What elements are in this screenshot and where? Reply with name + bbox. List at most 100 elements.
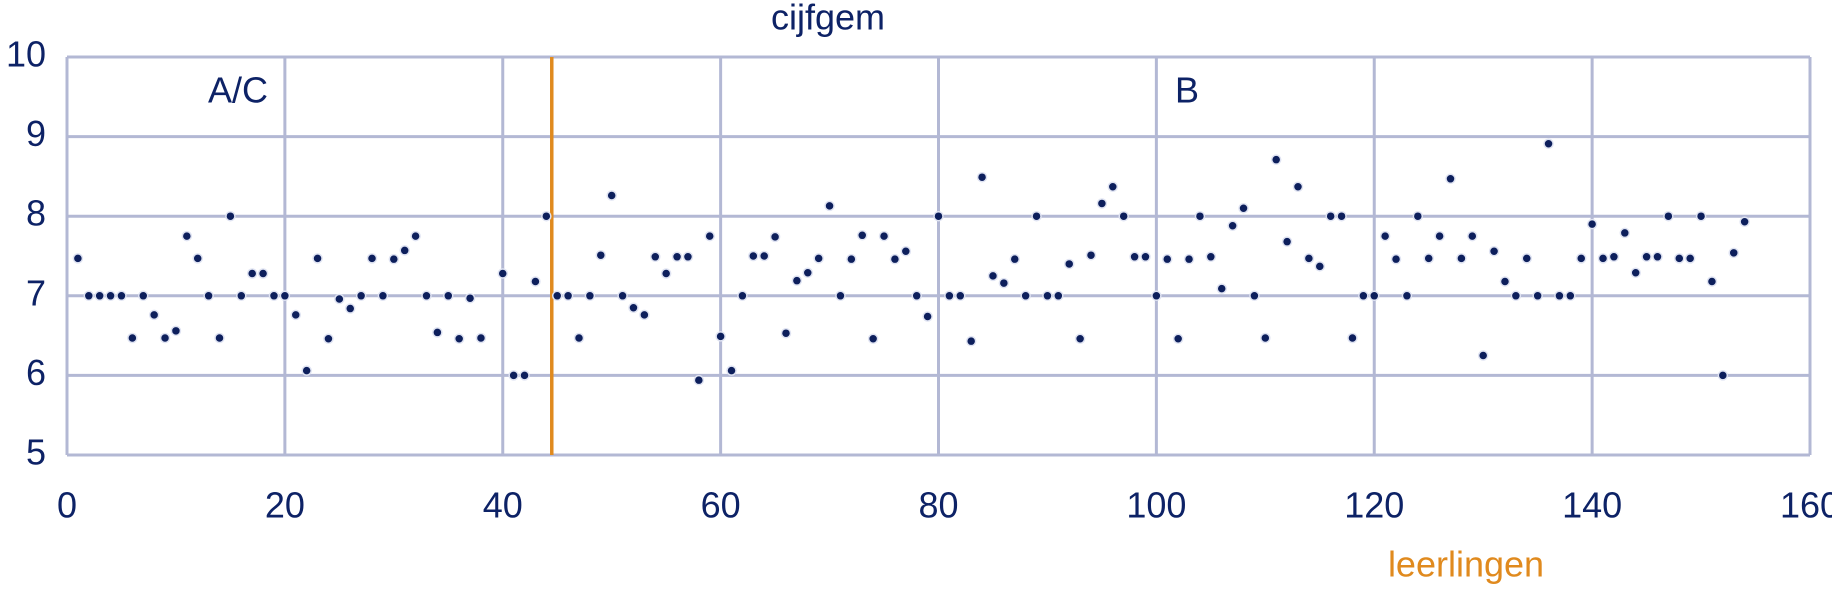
point (170, 325, 182, 337)
point (236, 290, 247, 302)
point (1281, 236, 1293, 247)
point (279, 290, 291, 302)
point (432, 327, 443, 338)
point (1227, 220, 1238, 232)
x-tick-label: 20 (265, 485, 305, 526)
point (159, 332, 171, 344)
point (1336, 210, 1347, 222)
point (835, 290, 846, 302)
point (1249, 290, 1260, 302)
point (1260, 332, 1271, 344)
point (1434, 230, 1445, 242)
point (334, 293, 345, 305)
point (748, 250, 759, 262)
point (323, 333, 334, 345)
point (1597, 253, 1609, 264)
point (1445, 173, 1456, 185)
point (878, 230, 890, 242)
point (410, 230, 421, 242)
point (944, 290, 955, 302)
point (268, 290, 280, 302)
point (1042, 290, 1053, 302)
point (1401, 290, 1413, 302)
x-tick-label: 60 (701, 485, 741, 526)
point (508, 370, 519, 381)
point (1074, 333, 1086, 345)
x-tick-label: 80 (918, 485, 958, 526)
point (94, 290, 105, 302)
point (1238, 202, 1249, 214)
point (965, 335, 977, 347)
annotation: A/C (208, 70, 268, 111)
annotation: B (1175, 70, 1199, 111)
point (682, 251, 694, 263)
point (1521, 253, 1533, 264)
point (671, 251, 683, 263)
point (650, 251, 661, 263)
point (998, 277, 1010, 289)
point (628, 302, 639, 313)
point (366, 253, 378, 264)
point (1543, 138, 1554, 150)
point (1107, 181, 1119, 192)
point (1379, 230, 1391, 242)
point (1717, 370, 1729, 381)
point (1183, 253, 1195, 265)
point (769, 231, 781, 243)
point (301, 365, 312, 376)
point (1096, 198, 1108, 209)
point (1586, 218, 1598, 230)
point (475, 332, 487, 344)
x-tick-label: 140 (1562, 485, 1622, 526)
point (933, 210, 944, 222)
chart-title: cijfgem (771, 0, 885, 38)
point (737, 290, 748, 302)
point (1194, 210, 1206, 222)
point (1575, 253, 1587, 264)
point (399, 245, 410, 256)
y-tick-label: 5 (26, 432, 46, 473)
point (257, 268, 269, 279)
point (639, 309, 650, 321)
point (541, 210, 552, 222)
point (900, 245, 912, 257)
point (911, 290, 922, 302)
point (225, 210, 236, 222)
point (421, 290, 432, 302)
y-tick-label: 9 (26, 113, 46, 154)
point (464, 292, 476, 304)
point (138, 290, 149, 302)
point (813, 253, 824, 264)
point (290, 309, 302, 321)
point (1129, 251, 1140, 263)
point (922, 311, 933, 322)
point (203, 290, 214, 302)
point (1358, 290, 1369, 302)
point (355, 290, 367, 302)
point (551, 290, 563, 302)
point (1270, 154, 1282, 165)
point (1085, 249, 1097, 261)
point (1172, 333, 1184, 345)
point (1488, 245, 1500, 257)
point (246, 268, 258, 279)
point (846, 253, 857, 265)
point (192, 253, 203, 264)
x-tick-label: 0 (57, 485, 77, 526)
point (791, 275, 803, 286)
point (1619, 227, 1631, 239)
point (1292, 181, 1304, 192)
point (181, 230, 193, 242)
point (214, 332, 225, 344)
y-tick-label: 7 (26, 272, 46, 313)
point (1031, 210, 1042, 222)
point (148, 309, 160, 321)
point (955, 290, 966, 302)
point (758, 250, 770, 262)
point (704, 230, 715, 242)
x-tick-label: 40 (483, 485, 523, 526)
point (1477, 350, 1489, 361)
point (530, 276, 541, 287)
point (987, 270, 999, 282)
point (1565, 290, 1576, 302)
